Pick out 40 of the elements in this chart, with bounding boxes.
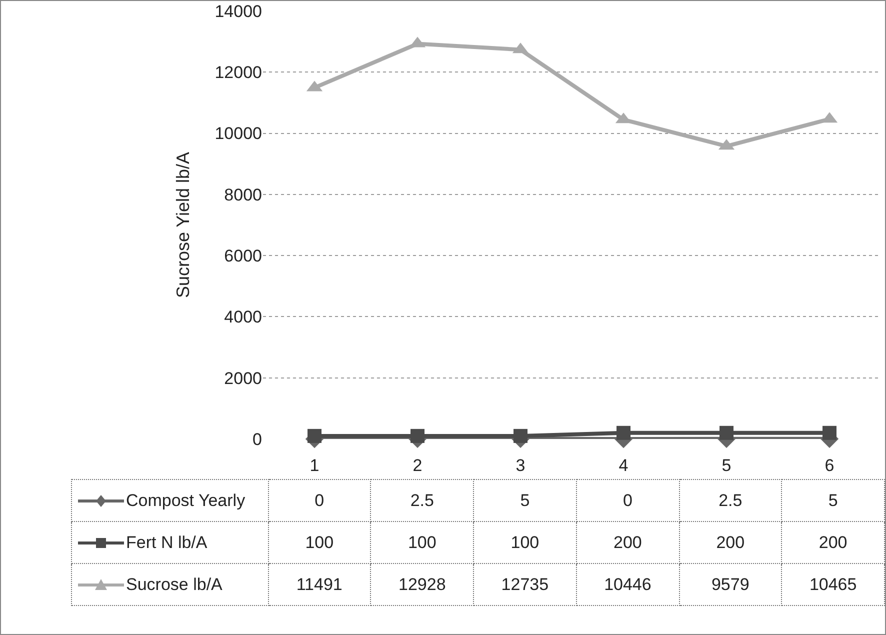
x-tick-label: 1 — [310, 456, 320, 475]
point — [822, 426, 836, 440]
y-tick-label: 10000 — [214, 124, 262, 144]
data-label: 10465 — [782, 564, 884, 606]
data-label: 0 — [576, 480, 680, 522]
point — [308, 428, 322, 443]
x-tick-label: 5 — [722, 456, 732, 475]
x-tick-label: 6 — [824, 456, 834, 475]
data-label: 200 — [679, 522, 782, 564]
data-label: 9579 — [679, 564, 782, 606]
y-tick-label: 2000 — [224, 368, 262, 388]
data-label: 2.5 — [679, 480, 782, 522]
y-tick-label: 6000 — [224, 246, 262, 266]
point — [720, 426, 734, 440]
y-tick-label: 8000 — [224, 185, 262, 204]
point — [514, 428, 528, 443]
y-tick-label: 4000 — [224, 308, 262, 327]
data-label: 11491 — [268, 564, 371, 606]
data-label: 200 — [782, 522, 884, 564]
legend-label: Sucrose lb/A — [126, 574, 222, 594]
data-label: 100 — [370, 522, 474, 564]
y-tick-label: 12000 — [214, 63, 262, 82]
point — [616, 426, 630, 440]
legend-label: Fert N lb/A — [126, 532, 208, 552]
data-label: 10446 — [576, 564, 680, 606]
x-tick-label: 4 — [618, 456, 628, 475]
y-axis-title: Sucrose Yield lb/A — [172, 152, 193, 298]
legend-label: Compost Yearly — [126, 490, 246, 510]
data-label: 12735 — [474, 564, 576, 606]
data-label: 100 — [268, 522, 371, 564]
point — [410, 428, 424, 443]
x-tick-label: 2 — [412, 456, 422, 475]
data-label: 0 — [268, 480, 371, 522]
data-label: 100 — [474, 522, 576, 564]
data-label: 200 — [576, 522, 680, 564]
y-tick-label: 0 — [252, 430, 262, 449]
data-label: 2.5 — [370, 480, 474, 522]
y-tick-label: 14000 — [214, 2, 262, 21]
data-label: 12928 — [370, 564, 474, 606]
x-tick-label: 3 — [516, 456, 526, 475]
